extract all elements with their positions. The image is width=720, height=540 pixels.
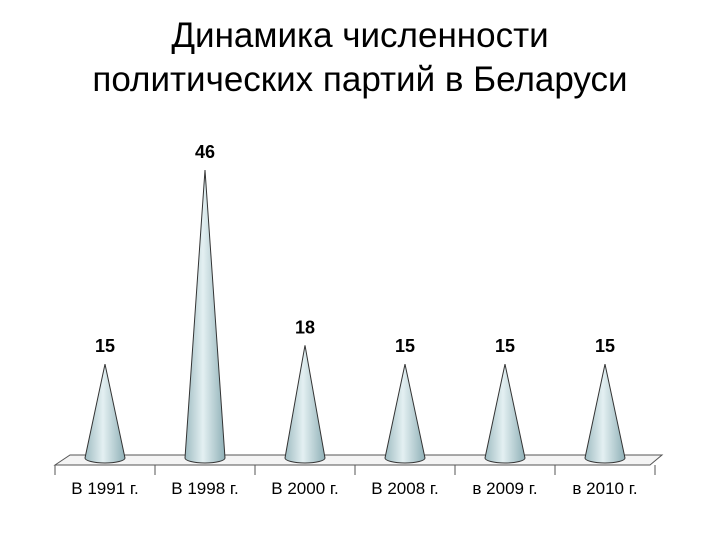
x-tick-label: В 1998 г. (171, 479, 238, 498)
x-tick-label: в 2010 г. (572, 479, 637, 498)
value-label: 15 (495, 336, 515, 356)
x-tick-label: В 2008 г. (371, 479, 438, 498)
value-label: 15 (595, 336, 615, 356)
x-tick-label: В 2000 г. (271, 479, 338, 498)
value-label: 15 (395, 336, 415, 356)
cone (284, 345, 326, 464)
cone (484, 363, 526, 464)
cone (84, 363, 126, 464)
chart-title: Динамика численности политических партий… (92, 16, 628, 99)
cone (384, 363, 426, 464)
x-tick-label: В 1991 г. (71, 479, 138, 498)
cone (184, 169, 226, 464)
value-label: 15 (95, 336, 115, 356)
value-label: 18 (295, 317, 315, 337)
x-tick-label: в 2009 г. (472, 479, 537, 498)
cone (584, 363, 626, 464)
value-label: 46 (195, 142, 215, 162)
floor (53, 454, 664, 466)
